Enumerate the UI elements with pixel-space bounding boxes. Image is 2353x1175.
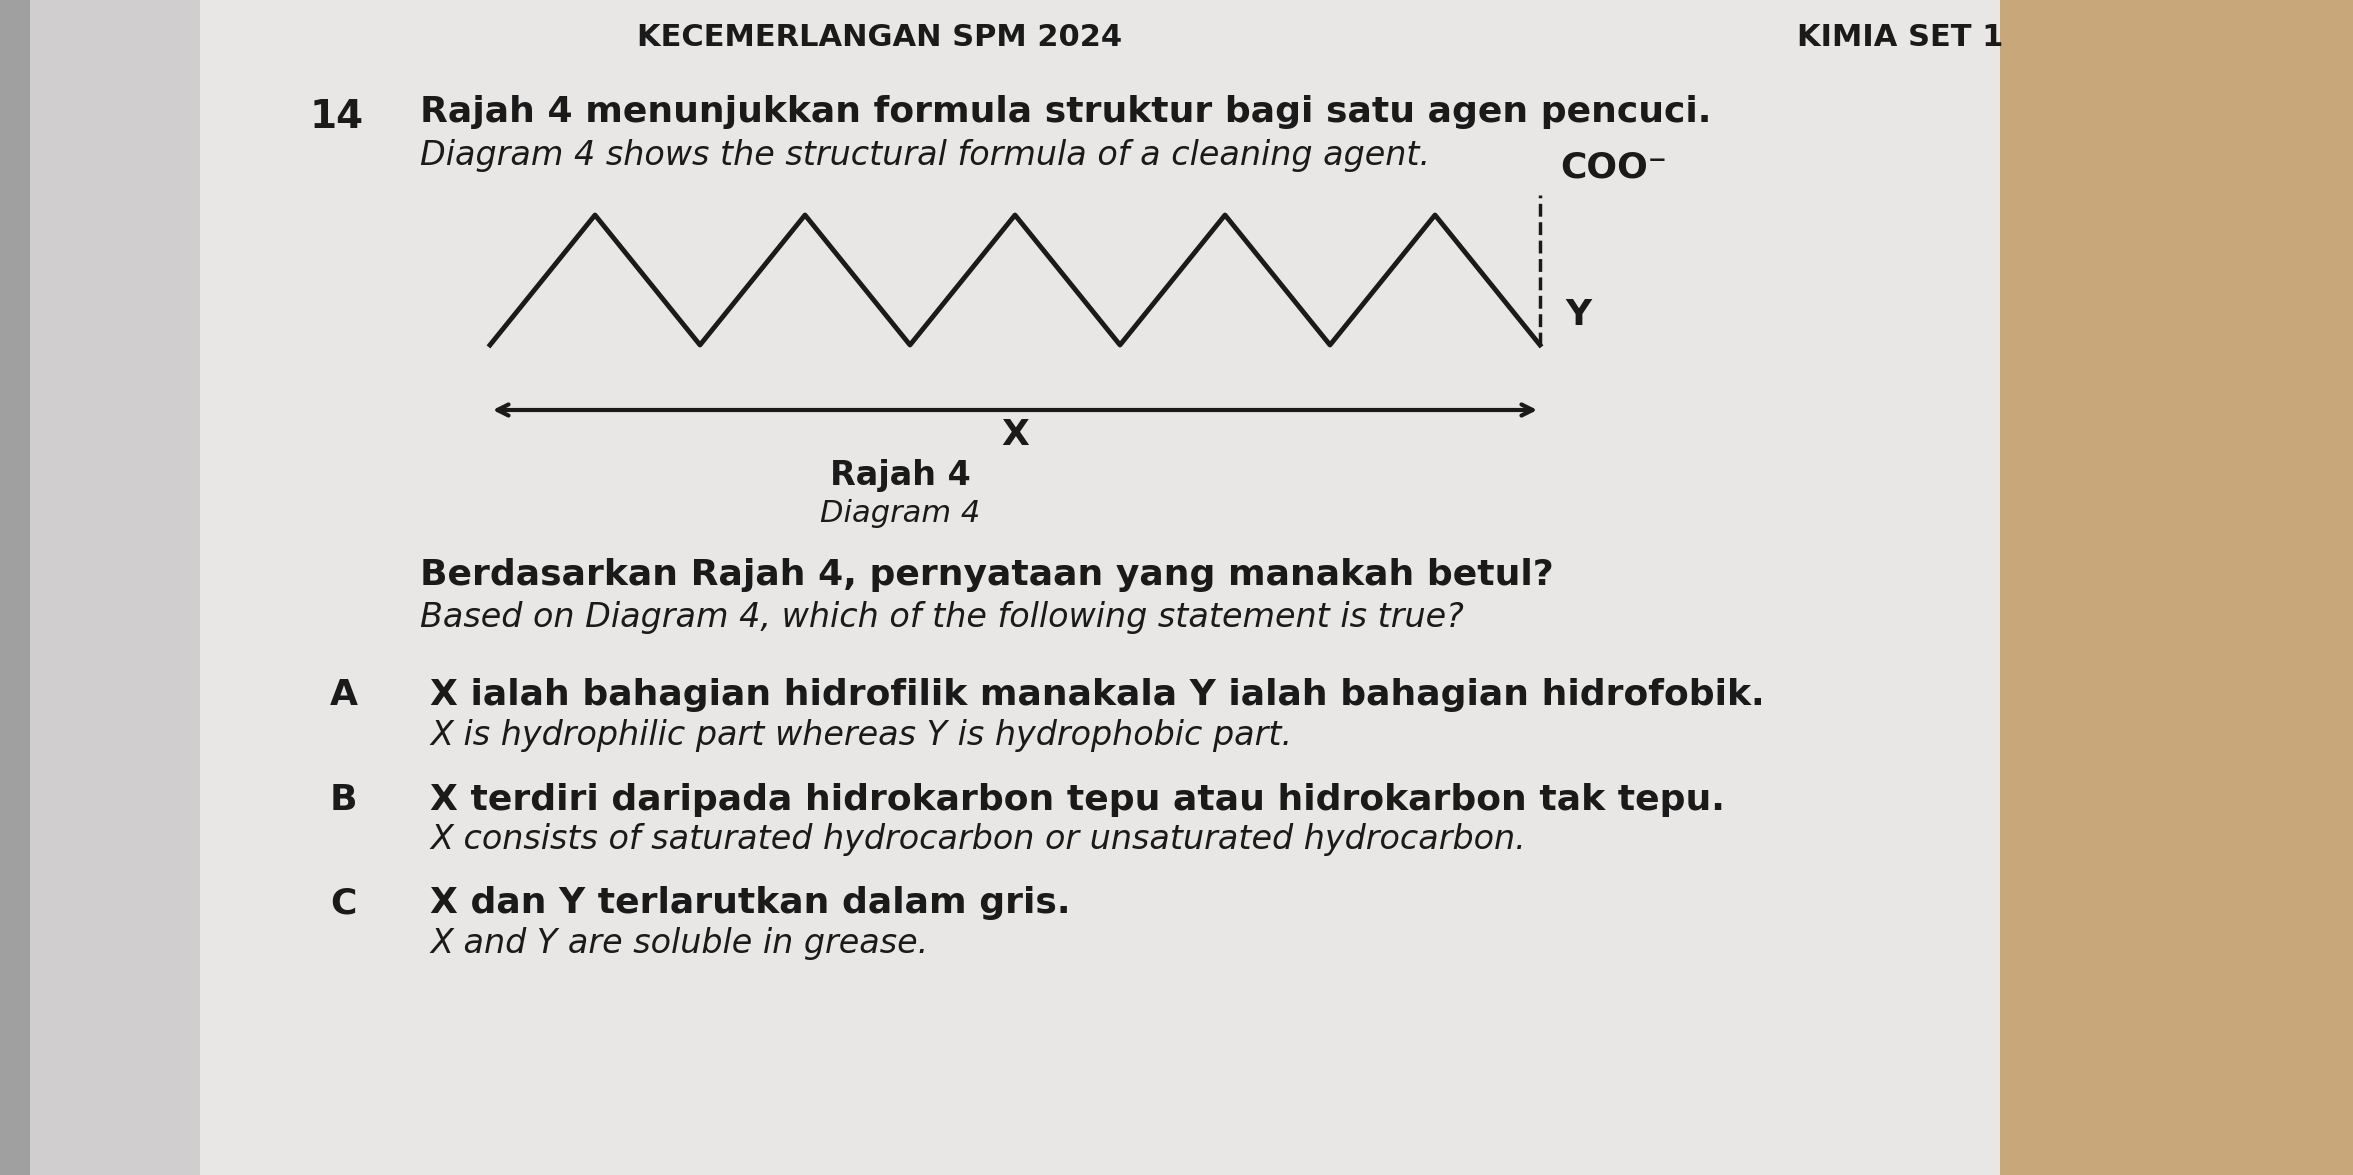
Text: A: A: [329, 678, 358, 712]
Bar: [0, 0, 31, 1175]
Text: X is hydrophilic part whereas Y is hydrophobic part.: X is hydrophilic part whereas Y is hydro…: [431, 718, 1292, 752]
Text: Rajah 4: Rajah 4: [831, 458, 969, 491]
Text: B: B: [329, 783, 358, 817]
Bar: [1951, 0, 2353, 1175]
Text: X ialah bahagian hidrofilik manakala Y ialah bahagian hidrofobik.: X ialah bahagian hidrofilik manakala Y i…: [431, 678, 1765, 712]
Text: KECEMERLANGAN SPM 2024: KECEMERLANGAN SPM 2024: [638, 22, 1122, 52]
Text: X: X: [1000, 418, 1028, 452]
Text: X terdiri daripada hidrokarbon tepu atau hidrokarbon tak tepu.: X terdiri daripada hidrokarbon tepu atau…: [431, 783, 1725, 817]
Text: X consists of saturated hydrocarbon or unsaturated hydrocarbon.: X consists of saturated hydrocarbon or u…: [431, 824, 1525, 857]
Text: X dan Y terlarutkan dalam gris.: X dan Y terlarutkan dalam gris.: [431, 886, 1071, 920]
Text: KIMIA SET 1: KIMIA SET 1: [1798, 22, 2002, 52]
Text: C: C: [329, 886, 355, 920]
Text: COO⁻: COO⁻: [1560, 152, 1666, 184]
Text: Diagram 4 shows the structural formula of a cleaning agent.: Diagram 4 shows the structural formula o…: [419, 139, 1431, 172]
Text: Based on Diagram 4, which of the following statement is true?: Based on Diagram 4, which of the followi…: [419, 600, 1464, 633]
Text: 14: 14: [311, 98, 365, 136]
Bar: [0, 0, 200, 1175]
Text: Diagram 4: Diagram 4: [819, 498, 981, 528]
Text: Berdasarkan Rajah 4, pernyataan yang manakah betul?: Berdasarkan Rajah 4, pernyataan yang man…: [419, 558, 1553, 592]
Bar: [151, 0, 2000, 1175]
Text: Rajah 4 menunjukkan formula struktur bagi satu agen pencuci.: Rajah 4 menunjukkan formula struktur bag…: [419, 95, 1711, 129]
Text: Y: Y: [1565, 298, 1591, 333]
Text: X and Y are soluble in grease.: X and Y are soluble in grease.: [431, 927, 927, 960]
